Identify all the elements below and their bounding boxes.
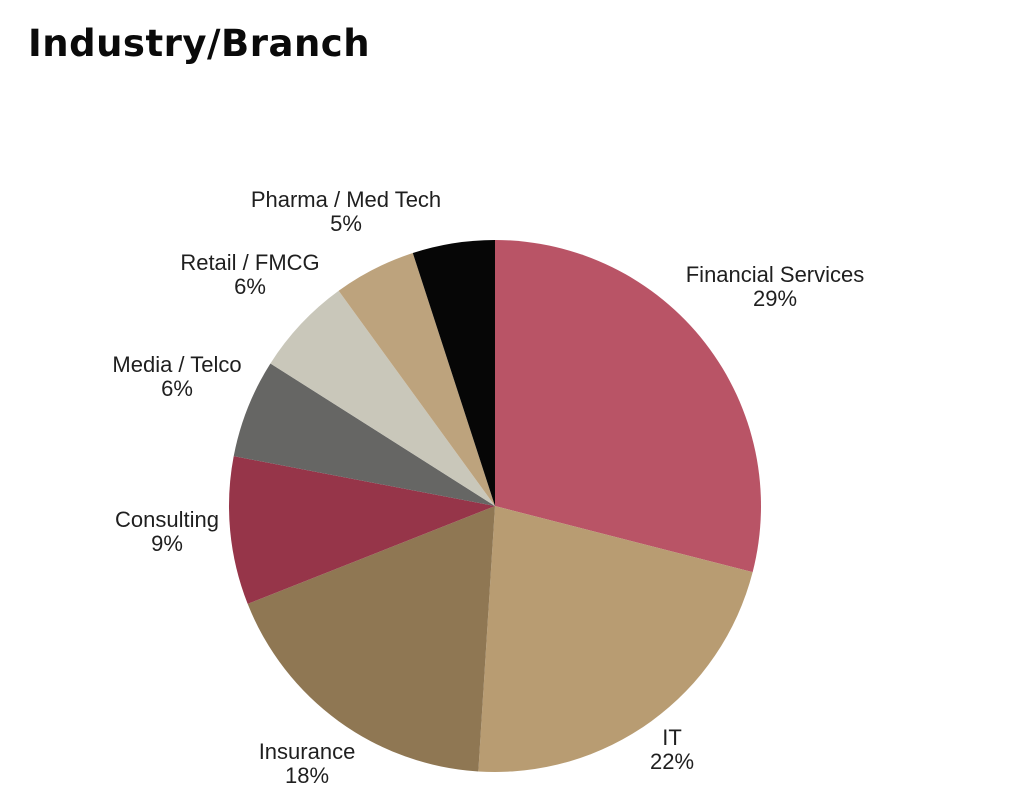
slice-label-text: Consulting — [115, 507, 219, 532]
slice-label-text: IT — [662, 725, 682, 750]
slice-label-it: IT 22% — [650, 726, 694, 774]
slice-value-text: 9% — [151, 531, 183, 556]
slice-label-text: Financial Services — [685, 262, 865, 287]
pie-slice-pharma-med-tech — [338, 253, 495, 506]
slice-label-text: Insurance — [258, 739, 356, 764]
slice-label-pharma-med-tech: Pharma / Med Tech 5% — [251, 188, 441, 236]
slice-label-text: Media / Telco — [112, 352, 242, 377]
pie-slice-insurance — [247, 506, 495, 772]
pie-slice-retail-fmcg — [270, 290, 495, 506]
slice-value-text: 6% — [234, 274, 266, 299]
pie-slice-it — [478, 506, 753, 773]
pie-slice-media-telco — [233, 363, 495, 506]
slice-value-text: 5% — [330, 211, 362, 236]
slice-label-consulting: Consulting 9% — [115, 508, 219, 556]
slice-value-text: 22% — [649, 749, 695, 774]
slice-label-text: Pharma / Med Tech — [250, 187, 442, 212]
chart-title: Industry/Branch — [28, 22, 371, 65]
slice-label-retail-fmcg: Retail / FMCG 6% — [180, 251, 319, 299]
slice-label-insurance: Insurance 18% — [259, 740, 356, 788]
slice-label-financial-services: Financial Services 29% — [686, 263, 865, 311]
slice-value-text: 6% — [161, 376, 193, 401]
slice-value-text: 18% — [284, 763, 330, 788]
slice-label-text: Retail / FMCG — [180, 250, 320, 275]
pie-slice-consulting — [228, 456, 495, 604]
pie-slice-unlabeled — [412, 240, 495, 506]
slice-label-media-telco: Media / Telco 6% — [112, 353, 241, 401]
slice-value-text: 29% — [752, 286, 798, 311]
pie-slice-financial-services — [495, 240, 761, 573]
